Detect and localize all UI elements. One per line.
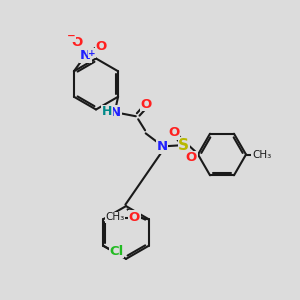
Text: −: −	[67, 31, 75, 41]
Text: O: O	[95, 40, 106, 53]
Text: O: O	[186, 152, 197, 164]
Text: O: O	[71, 36, 82, 49]
Text: O: O	[169, 126, 180, 139]
Text: H: H	[102, 105, 112, 118]
Text: N: N	[80, 49, 91, 62]
Text: O: O	[141, 98, 152, 111]
Text: CH₃: CH₃	[252, 149, 271, 160]
Text: N: N	[157, 140, 168, 153]
Text: Cl: Cl	[109, 244, 124, 258]
Text: S: S	[178, 138, 189, 153]
Text: +: +	[88, 49, 96, 58]
Text: CH₃: CH₃	[106, 212, 125, 223]
Text: O: O	[129, 211, 140, 224]
Text: N: N	[110, 106, 121, 119]
